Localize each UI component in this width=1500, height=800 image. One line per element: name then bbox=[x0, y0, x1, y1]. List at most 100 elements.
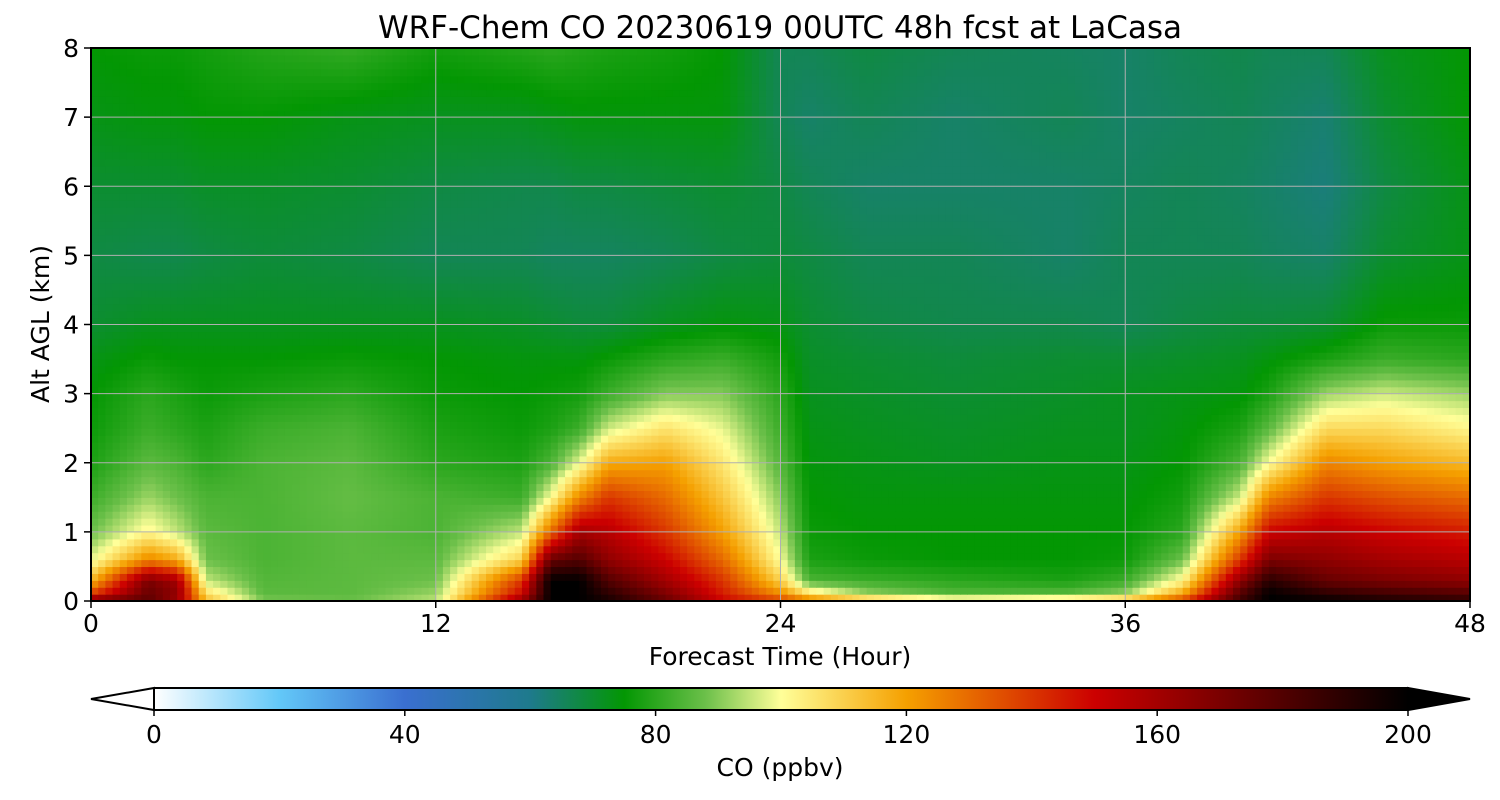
heat-cell bbox=[1232, 587, 1241, 595]
heat-cell bbox=[579, 476, 588, 485]
heat-cell bbox=[1340, 490, 1349, 498]
heat-cell bbox=[859, 469, 868, 478]
heat-cell bbox=[1146, 442, 1155, 450]
heat-cell bbox=[486, 490, 494, 498]
heat-cell bbox=[572, 545, 580, 554]
heat-cell bbox=[916, 504, 925, 512]
heat-cell bbox=[766, 524, 774, 533]
heat-cell bbox=[600, 573, 609, 581]
heat-cell bbox=[988, 476, 997, 485]
heat-cell bbox=[565, 552, 573, 561]
heat-cell bbox=[845, 504, 853, 512]
heat-cell bbox=[981, 462, 990, 471]
heat-cell bbox=[773, 455, 782, 464]
heat-cell bbox=[1448, 580, 1457, 588]
heat-cell bbox=[91, 442, 99, 450]
heat-cell bbox=[1175, 462, 1184, 471]
heat-cell bbox=[780, 531, 789, 540]
heat-cell bbox=[241, 435, 250, 443]
heatmap-field bbox=[91, 48, 1470, 601]
heat-cell bbox=[1390, 511, 1399, 519]
heat-cell bbox=[1197, 504, 1205, 512]
heat-cell bbox=[1268, 580, 1277, 588]
heat-cell bbox=[679, 421, 688, 429]
heat-cell bbox=[1240, 594, 1248, 601]
heat-cell bbox=[995, 497, 1004, 505]
heat-cell bbox=[1347, 428, 1356, 436]
heat-cell bbox=[794, 594, 803, 601]
heat-cell bbox=[1297, 490, 1306, 498]
heat-cell bbox=[1039, 442, 1047, 450]
heat-cell bbox=[665, 538, 674, 547]
heat-cell bbox=[565, 462, 573, 471]
heat-cell bbox=[1074, 552, 1083, 561]
heat-cell bbox=[665, 435, 674, 443]
heat-cell bbox=[1175, 594, 1184, 601]
heat-cell bbox=[450, 524, 458, 533]
heat-cell bbox=[1405, 566, 1414, 574]
heat-cell bbox=[1240, 448, 1248, 457]
heat-cell bbox=[1074, 559, 1083, 568]
heat-cell bbox=[543, 538, 552, 547]
heat-cell bbox=[521, 518, 530, 526]
heat-cell bbox=[1254, 455, 1263, 464]
heat-cell bbox=[988, 435, 997, 443]
heat-cell bbox=[816, 421, 825, 429]
heat-cell bbox=[98, 545, 106, 554]
heat-cell bbox=[1053, 573, 1062, 581]
heat-cell bbox=[758, 524, 767, 533]
heat-cell bbox=[493, 524, 501, 533]
heat-cell bbox=[737, 580, 746, 588]
heat-cell bbox=[881, 580, 889, 588]
heat-cell bbox=[1204, 518, 1213, 526]
heat-cell bbox=[514, 552, 523, 561]
heat-cell bbox=[105, 511, 114, 519]
heat-cell bbox=[1103, 538, 1112, 547]
heat-cell bbox=[1146, 476, 1155, 485]
heat-cell bbox=[392, 442, 401, 450]
heat-cell bbox=[1390, 490, 1399, 498]
heat-cell bbox=[830, 455, 839, 464]
heat-cell bbox=[586, 490, 595, 498]
heat-cell bbox=[1297, 462, 1306, 471]
heat-cell bbox=[737, 469, 746, 478]
heat-cell bbox=[1089, 448, 1098, 457]
heat-cell bbox=[313, 421, 322, 429]
heat-cell bbox=[378, 545, 387, 554]
heat-cell bbox=[126, 518, 135, 526]
heat-cell bbox=[644, 545, 652, 554]
heat-cell bbox=[1118, 497, 1126, 505]
heat-cell bbox=[945, 538, 954, 547]
heat-cell bbox=[277, 428, 286, 436]
heat-cell bbox=[644, 518, 652, 526]
heat-cell bbox=[751, 490, 760, 498]
heat-cell bbox=[723, 545, 731, 554]
heat-cell bbox=[342, 511, 351, 519]
heat-cell bbox=[766, 428, 774, 436]
heat-cell bbox=[507, 580, 516, 588]
heat-cell bbox=[299, 442, 308, 450]
heat-cell bbox=[500, 476, 509, 485]
heat-cell bbox=[586, 511, 595, 519]
heat-cell bbox=[960, 497, 968, 505]
heat-cell bbox=[421, 469, 430, 478]
heat-cell bbox=[1362, 531, 1371, 540]
heat-cell bbox=[105, 448, 114, 457]
heat-cell bbox=[658, 421, 667, 429]
heat-cell bbox=[543, 559, 552, 568]
heat-cell bbox=[342, 545, 351, 554]
heat-cell bbox=[1017, 518, 1026, 526]
heat-cell bbox=[952, 490, 961, 498]
heat-cell bbox=[371, 435, 379, 443]
heat-cell bbox=[328, 524, 336, 533]
heat-cell bbox=[1240, 435, 1248, 443]
heat-cell bbox=[902, 428, 911, 436]
heat-cell bbox=[1225, 580, 1234, 588]
heat-cell bbox=[1448, 559, 1457, 568]
heat-cell bbox=[536, 566, 545, 574]
heat-cell bbox=[1161, 442, 1169, 450]
heat-cell bbox=[500, 587, 509, 595]
heat-cell bbox=[1369, 469, 1378, 478]
heat-cell bbox=[198, 421, 207, 429]
heat-cell bbox=[249, 559, 257, 568]
